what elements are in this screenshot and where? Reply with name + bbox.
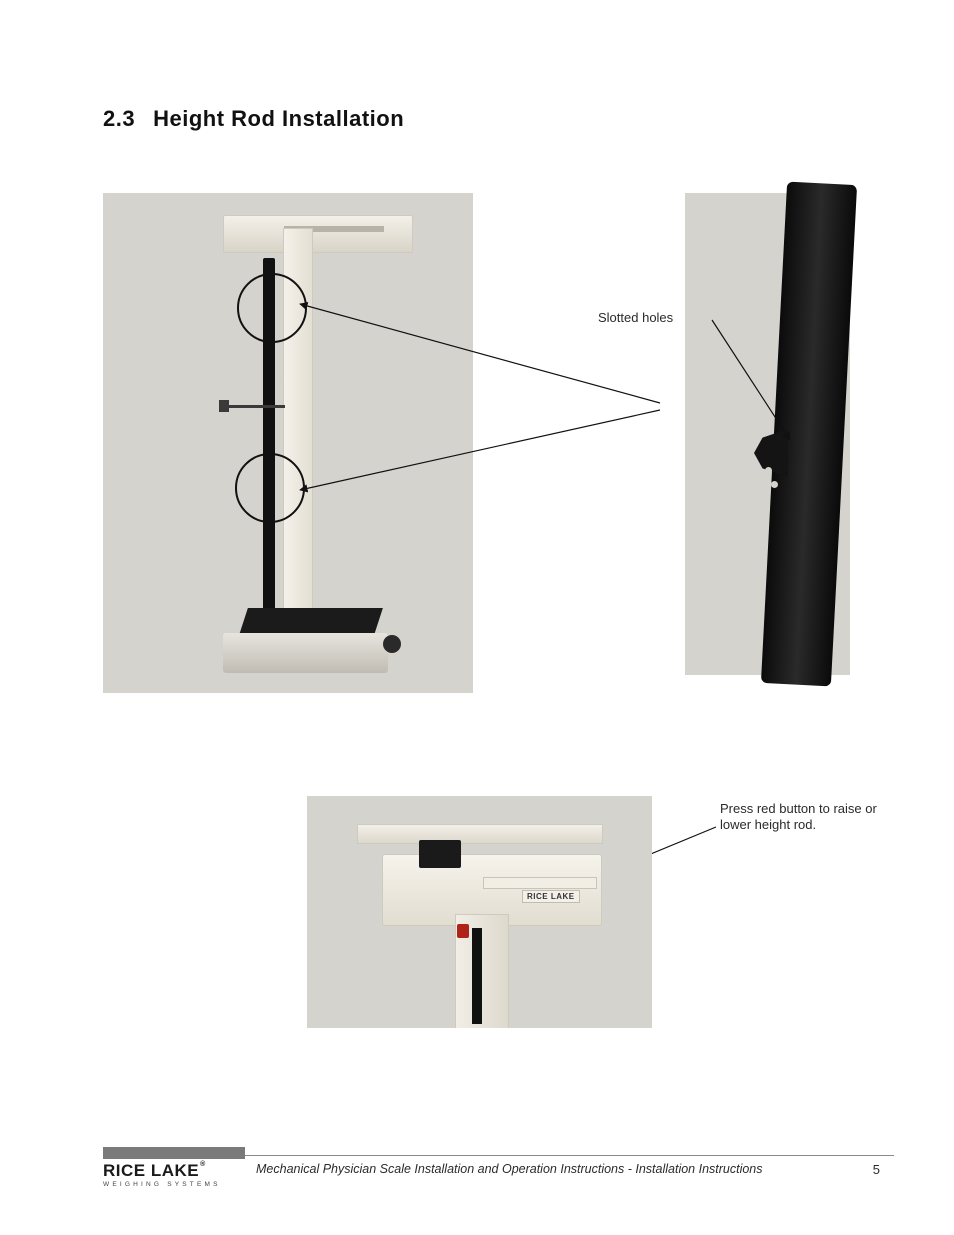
section-title: Height Rod Installation: [153, 106, 404, 131]
height-rod-top: [472, 928, 482, 1024]
height-rod-arm-end: [219, 400, 229, 412]
footer-logo: RICE LAKE® WEIGHING SYSTEMS: [103, 1147, 245, 1188]
scale-beam: [357, 824, 603, 844]
section-number: 2.3: [103, 106, 135, 131]
figure-1-right-panel: [685, 193, 850, 675]
footer-logo-bar: [103, 1147, 245, 1159]
scale-base: [223, 633, 388, 673]
height-rod-measuring-arm: [223, 405, 285, 408]
scale-wheel: [383, 635, 401, 653]
footer-doc-title: Mechanical Physician Scale Installation …: [256, 1162, 763, 1176]
red-release-button: [457, 924, 469, 938]
figure-2-panel: RICE LAKE: [307, 796, 652, 1028]
footer-logo-sub: WEIGHING SYSTEMS: [103, 1181, 245, 1188]
callout-circle-bottom: [235, 453, 305, 523]
footer-logo-name: RICE LAKE®: [103, 1161, 245, 1181]
label-slotted-holes: Slotted holes: [598, 310, 673, 325]
section-heading: 2.3 Height Rod Installation: [103, 106, 404, 132]
label-press-red-button: Press red button to raise or lower heigh…: [720, 801, 890, 834]
footer-page-number: 5: [873, 1162, 880, 1177]
callout-circle-top: [237, 273, 307, 343]
brand-label-small: RICE LAKE: [522, 890, 580, 903]
figure-1-left-panel: [103, 193, 473, 693]
footer-rule: [245, 1155, 894, 1156]
scale-poise-weight: [419, 840, 461, 868]
scale-beam-head: [223, 215, 413, 253]
